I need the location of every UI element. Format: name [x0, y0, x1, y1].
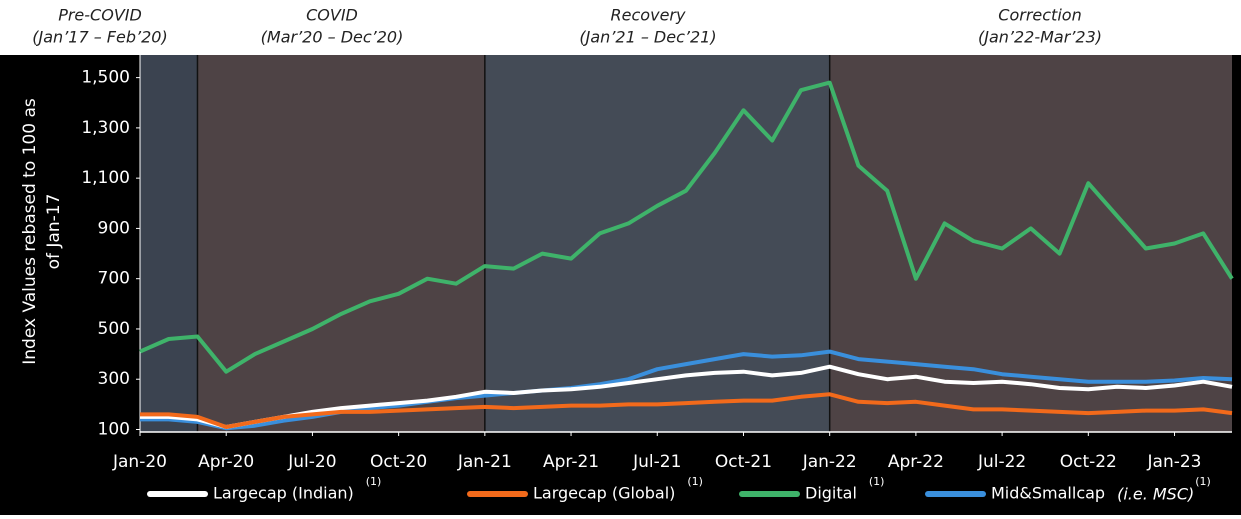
phase-name: Recovery — [611, 6, 686, 25]
y-axis-label: Index Values rebased to 100 as — [20, 98, 40, 365]
phase-name: Pre-COVID — [58, 6, 142, 25]
y-tick-label: 500 — [98, 319, 130, 339]
legend-note: (1) — [366, 475, 382, 488]
legend-label: Mid&Smallcap — [991, 484, 1105, 503]
legend-label: Largecap (Indian) — [213, 484, 354, 503]
phase-period: (Jan’17 – Feb’20) — [32, 28, 167, 47]
series-line — [139, 80, 1234, 374]
x-tick-label: Jan-22 — [802, 452, 857, 472]
legend-note: (1) — [869, 475, 885, 488]
legend-note: (1) — [687, 475, 703, 488]
phase-band — [140, 55, 198, 432]
y-tick-label: 1,300 — [81, 118, 130, 138]
phase-period: (Mar’20 – Dec’20) — [261, 28, 404, 47]
phase-name: COVID — [306, 6, 358, 25]
x-tick-label: Jan-23 — [1147, 452, 1202, 472]
x-tick-label: Oct-20 — [370, 452, 427, 472]
x-tick-label: Jul-22 — [977, 452, 1026, 472]
x-tick-label: Jul-21 — [632, 452, 681, 472]
legend-label: Largecap (Global) — [533, 484, 675, 503]
x-tick-label: Apr-20 — [198, 452, 254, 472]
y-tick-label: 700 — [98, 269, 130, 289]
phase-period: (Jan’22-Mar’23) — [978, 28, 1102, 47]
phase-name: Correction — [998, 6, 1081, 25]
legend-label: Digital — [805, 484, 857, 503]
x-tick-label: Jan-20 — [112, 452, 167, 472]
y-tick-label: 900 — [98, 218, 130, 238]
x-tick-label: Oct-21 — [715, 452, 772, 472]
x-tick-label: Jan-21 — [457, 452, 512, 472]
y-tick-label: 100 — [98, 419, 130, 439]
series-line — [140, 392, 1233, 429]
legend-note: (1) — [1195, 475, 1211, 488]
phase-period: (Jan’21 – Dec’21) — [579, 28, 716, 47]
series-line — [140, 364, 1233, 429]
x-tick-label: Apr-22 — [888, 452, 944, 472]
y-axis-label: of Jan-17 — [44, 194, 64, 270]
y-tick-label: 1,500 — [81, 68, 130, 88]
y-tick-label: 1,100 — [81, 168, 130, 188]
x-tick-label: Apr-21 — [543, 452, 599, 472]
x-tick-label: Jul-20 — [287, 452, 336, 472]
phase-band — [197, 55, 485, 432]
legend-qualifier: (i.e. MSC) — [1117, 485, 1194, 504]
x-tick-label: Oct-22 — [1060, 452, 1117, 472]
y-tick-label: 300 — [98, 369, 130, 389]
